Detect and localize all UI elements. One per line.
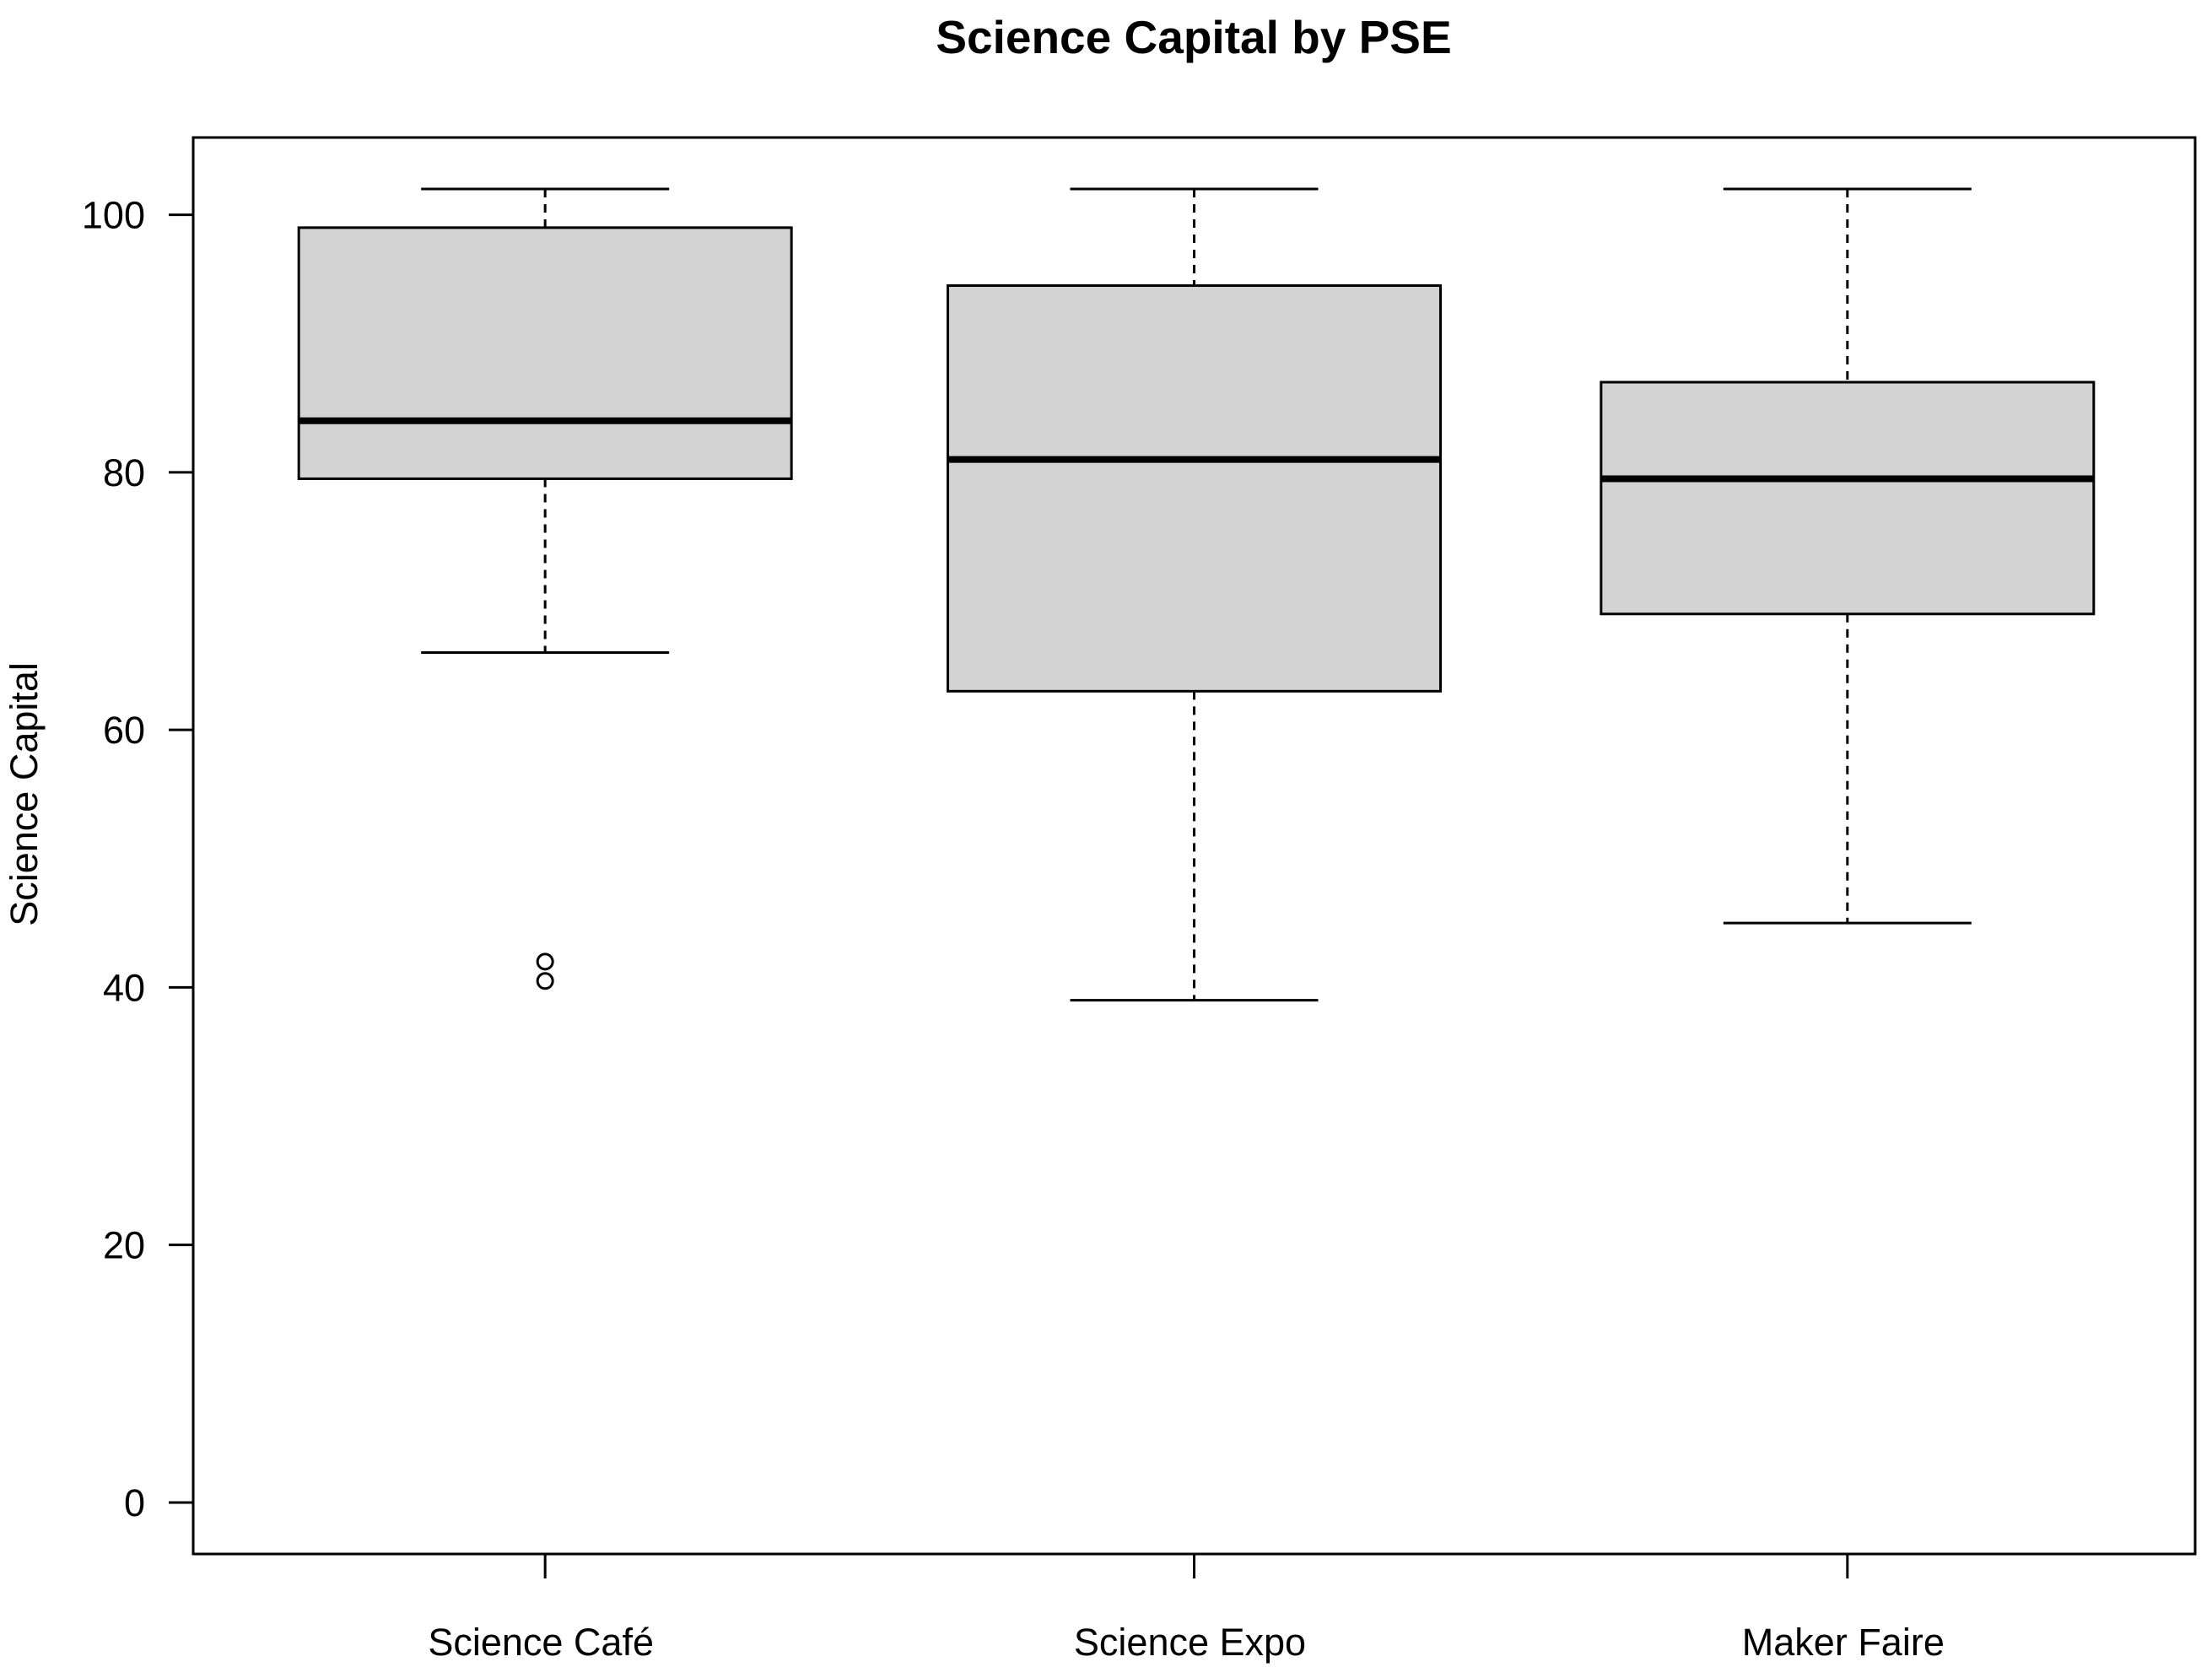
x-tick-label: Maker Faire bbox=[1742, 1621, 1945, 1664]
iqr-box bbox=[297, 226, 793, 480]
y-tick-label: 20 bbox=[103, 1224, 145, 1267]
y-tick-label: 100 bbox=[82, 194, 145, 237]
iqr-box bbox=[947, 284, 1442, 693]
box-series bbox=[297, 187, 2096, 1002]
y-tick-label: 40 bbox=[103, 966, 145, 1009]
y-axis-title: Science Capital bbox=[3, 662, 46, 926]
y-tick-label: 0 bbox=[124, 1481, 145, 1524]
iqr-box bbox=[1600, 380, 2096, 616]
x-tick-label: Science Expo bbox=[1074, 1621, 1306, 1664]
y-axis: 0 20 40 60 80 100 bbox=[82, 194, 193, 1524]
x-axis: Science Café Science Expo Maker Faire bbox=[428, 1554, 1945, 1664]
y-tick-label: 80 bbox=[103, 451, 145, 494]
x-tick-label: Science Café bbox=[428, 1621, 654, 1664]
chart-title: Science Capital by PSE bbox=[936, 11, 1451, 63]
outlier-point bbox=[536, 972, 554, 990]
y-tick-label: 60 bbox=[103, 709, 145, 752]
outlier-point bbox=[536, 952, 554, 971]
